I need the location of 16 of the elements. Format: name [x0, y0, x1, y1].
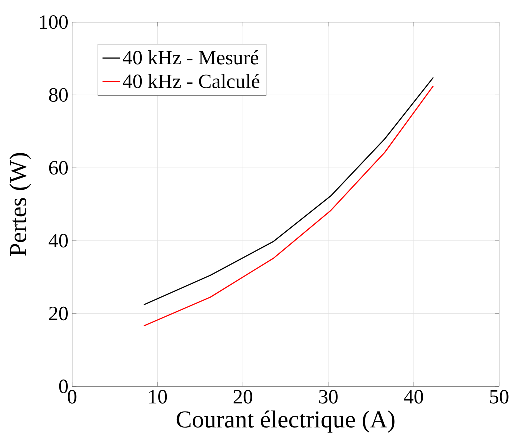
y-tick-label: 100 — [40, 15, 68, 30]
y-axis-title: Pertes (W) — [9, 153, 32, 256]
x-tick-label: 50 — [490, 390, 509, 404]
x-tick-label: 0 — [68, 390, 77, 404]
x-tick-label: 30 — [319, 390, 338, 404]
x-tick-label: 20 — [234, 390, 252, 404]
y-tick-label: 40 — [48, 234, 68, 248]
legend-label: 40 kHz - Calculé — [123, 74, 260, 88]
y-tick-label: 0 — [59, 380, 68, 394]
y-tick-label: 80 — [49, 88, 68, 102]
x-axis-title: Courant électrique (A) — [176, 410, 395, 433]
x-tick-label: 10 — [149, 390, 168, 404]
y-tick-label: 60 — [49, 161, 68, 175]
legend-label: 40 kHz - Mesuré — [123, 50, 258, 65]
y-tick-label: 20 — [49, 306, 68, 320]
x-tick-label: 40 — [404, 390, 424, 404]
